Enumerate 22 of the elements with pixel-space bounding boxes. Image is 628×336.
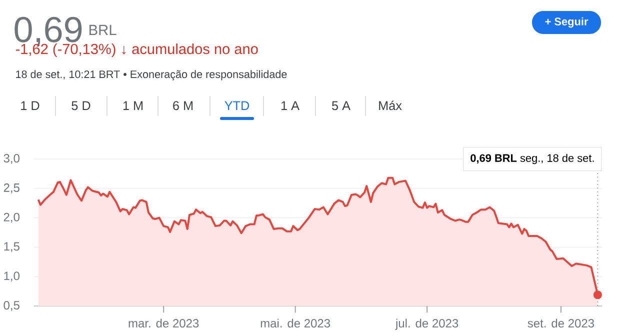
text: 1 A (281, 101, 300, 110)
text: BRL (89, 24, 116, 35)
y-tick-label: 2,0 (4, 212, 20, 223)
text: 1 D (21, 101, 40, 110)
y-tick-label: 3,0 (4, 154, 20, 164)
text: 1 M (123, 101, 143, 110)
text: 5 A (332, 101, 350, 110)
y-tick-label: 2,5 (4, 183, 20, 194)
x-tick-label: mar. de 2023 (128, 318, 199, 328)
text: Máx (379, 100, 402, 110)
y-tick-label: 1,5 (4, 242, 20, 252)
x-tick-label: mai. de 2023 (260, 318, 330, 328)
text: 6 M (173, 101, 193, 110)
ref-line-label: 0,69 BRL seg., 18 de set. (470, 154, 594, 164)
text: 5 D (72, 101, 90, 110)
y-tick-label: 1,0 (4, 272, 20, 282)
x-tick-label: set. de 2023 (528, 318, 594, 328)
x-tick-label: jul. de 2023 (395, 318, 458, 330)
text: YTD (224, 101, 250, 110)
y-tick-label: 0,5 (4, 301, 20, 311)
text: + Seguir (545, 17, 588, 28)
text: 18 de set., 10:21 BRT • Exoneração de responsabilidade (16, 70, 287, 80)
